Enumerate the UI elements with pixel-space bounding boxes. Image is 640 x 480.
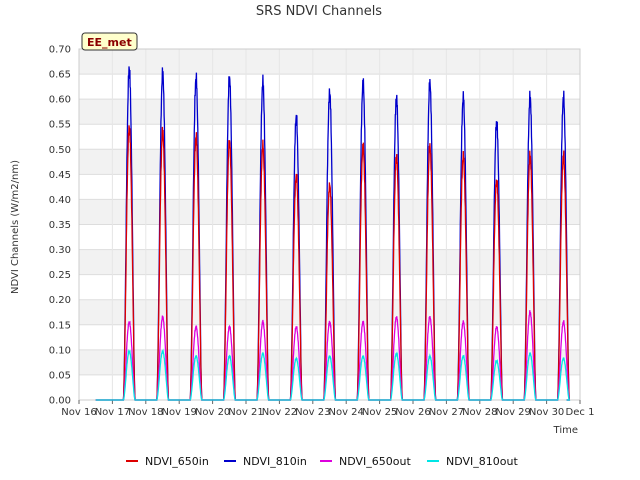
- x-axis-label: Time: [553, 425, 578, 436]
- y-tick-label: 0.40: [49, 195, 71, 206]
- plot-band: [79, 249, 580, 275]
- x-tick-label: Nov 28: [462, 407, 497, 418]
- x-tick-label: Nov 21: [228, 407, 263, 418]
- y-tick-label: 0.65: [49, 70, 71, 81]
- y-tick-label: 0.15: [49, 320, 71, 331]
- legend-label: NDVI_810in: [243, 455, 307, 468]
- plot-band: [79, 349, 580, 375]
- plot-band: [79, 99, 580, 125]
- x-tick-label: Nov 23: [295, 407, 330, 418]
- legend-label: NDVI_650out: [339, 455, 411, 468]
- plot-bands: [79, 49, 580, 375]
- badge-text: EE_met: [87, 36, 132, 49]
- x-tick-label: Nov 20: [195, 407, 230, 418]
- plot-band: [79, 199, 580, 225]
- x-tick-label: Nov 26: [395, 407, 430, 418]
- y-tick-label: 0.05: [49, 370, 71, 381]
- y-tick-label: 0.50: [49, 145, 71, 156]
- legend: NDVI_650in NDVI_810in NDVI_650out NDVI_810o…: [126, 455, 518, 468]
- y-axis-ticks: 0.00 0.05 0.10 0.15 0.20 0.25 0.30 0.35 0.40 0.45…: [49, 45, 71, 407]
- plot-band: [79, 299, 580, 325]
- y-tick-label: 0.70: [49, 45, 71, 56]
- y-tick-label: 0.30: [49, 245, 71, 256]
- x-tick-label: Nov 24: [328, 407, 363, 418]
- plot-frame: [78, 48, 581, 401]
- x-tick-label: Nov 16: [61, 407, 96, 418]
- x-tick-label: Nov 22: [262, 407, 297, 418]
- legend-label: NDVI_650in: [145, 455, 209, 468]
- y-axis-label: NDVI Channels (W/m2/nm): [10, 160, 21, 294]
- y-tick-label: 0.45: [49, 170, 71, 181]
- legend-label: NDVI_810out: [446, 455, 518, 468]
- y-tick-label: 0.25: [49, 270, 71, 281]
- y-tick-label: 0.00: [49, 396, 71, 407]
- x-tick-label: Nov 30: [529, 407, 564, 418]
- series-line-ndvi-810out: [95, 348, 571, 401]
- x-tick-label: Nov 29: [495, 407, 530, 418]
- x-tick-label: Nov 19: [161, 407, 196, 418]
- x-tick-label: Nov 27: [429, 407, 464, 418]
- y-tick-label: 0.55: [49, 120, 71, 131]
- y-tick-label: 0.35: [49, 220, 71, 231]
- badge-box: [81, 32, 138, 51]
- plot-band: [79, 149, 580, 175]
- x-tick-label: Nov 18: [128, 407, 163, 418]
- x-tick-label: Nov 25: [362, 407, 397, 418]
- y-tick-label: 0.10: [49, 345, 71, 356]
- y-tick-label: 0.60: [49, 95, 71, 106]
- plot-band: [79, 49, 580, 75]
- x-tick-label: Nov 17: [95, 407, 130, 418]
- chart-title: SRS NDVI Channels: [256, 4, 382, 19]
- series-lines: [95, 66, 571, 401]
- x-tick-label: Dec 1: [566, 407, 595, 418]
- station-badge: EE_met: [81, 32, 138, 51]
- y-tick-label: 0.20: [49, 295, 71, 306]
